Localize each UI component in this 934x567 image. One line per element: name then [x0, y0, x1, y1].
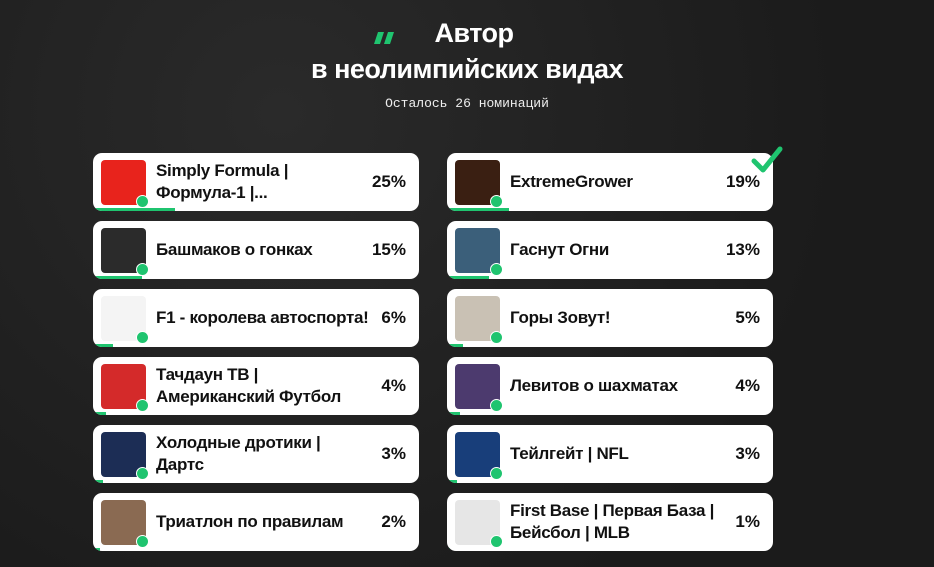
nominee-percent: 4% — [735, 376, 760, 395]
nominee-percent: 6% — [381, 308, 406, 327]
title: Автор — [434, 18, 514, 48]
nominee-card[interactable]: Тейлгейт | NFL 3% — [447, 425, 773, 483]
nominee-percent: 15% — [371, 240, 406, 259]
link-badge — [490, 467, 503, 480]
nominee-card[interactable]: Башмаков о гонках 15% — [93, 221, 419, 279]
selected-check — [751, 146, 783, 173]
link-badge — [136, 195, 149, 208]
link-badge — [490, 331, 503, 344]
progress-bar — [447, 480, 457, 483]
link-badge — [136, 399, 149, 412]
nominee-percent: 25% — [371, 172, 406, 191]
nominee-name: Тейлгейт | NFL — [510, 444, 629, 463]
nominee-name: Холодные дротики | Дартс — [156, 433, 321, 474]
link-badge — [490, 399, 503, 412]
nominee-card[interactable]: Simply Formula | Формула-1 |... 25% — [93, 153, 419, 211]
progress-bar — [93, 412, 107, 415]
nominee-percent: 2% — [381, 512, 406, 531]
title: в неолимпийских видах — [311, 54, 623, 84]
nominee-percent: 5% — [735, 308, 760, 327]
nominee-name: ExtremeGrower — [510, 172, 633, 191]
nominee-card[interactable]: F1 - королева автоспорта! 6% — [93, 289, 419, 347]
nominee-name: Тачдаун ТВ | Американский Футбол — [156, 365, 342, 406]
progress-bar — [447, 548, 451, 551]
link-badge — [136, 331, 149, 344]
progress-bar — [93, 344, 113, 347]
subtitle: Осталось 26 номинаций — [385, 96, 549, 111]
nominee-name: Триатлон по правилам — [156, 512, 344, 531]
progress-bar — [93, 208, 175, 211]
link-badge — [490, 535, 503, 548]
link-badge — [136, 467, 149, 480]
nominee-name: F1 - королева автоспорта! — [156, 308, 369, 327]
nominee-card[interactable]: Гаснут Огни 13% — [447, 221, 773, 279]
progress-bar — [93, 276, 142, 279]
progress-bar — [447, 276, 490, 279]
progress-bar — [93, 548, 100, 551]
progress-bar — [447, 208, 509, 211]
nominee-percent: 4% — [381, 376, 406, 395]
nominee-percent: 3% — [381, 444, 406, 463]
link-badge — [136, 535, 149, 548]
nominee-card[interactable]: Тачдаун ТВ | Американский Футбол 4% — [93, 357, 419, 415]
link-badge — [490, 263, 503, 276]
nominee-card[interactable]: Холодные дротики | Дартс 3% — [93, 425, 419, 483]
logo — [374, 32, 394, 44]
nominee-card[interactable]: Триатлон по правилам 2% — [93, 493, 419, 551]
nominee-name: First Base | Первая База | Бейсбол | MLB — [510, 501, 715, 542]
link-badge — [490, 195, 503, 208]
nominee-card[interactable]: Горы Зовут! 5% — [447, 289, 773, 347]
nominee-percent: 3% — [735, 444, 760, 463]
nominee-percent: 19% — [725, 172, 760, 191]
progress-bar — [447, 344, 464, 347]
nominee-percent: 1% — [735, 512, 760, 531]
nominee-card[interactable]: ExtremeGrower 19% — [447, 153, 773, 211]
nominee-card[interactable]: First Base | Первая База | Бейсбол | MLB… — [447, 493, 773, 551]
nominee-card[interactable]: Левитов о шахматах 4% — [447, 357, 773, 415]
progress-bar — [93, 480, 103, 483]
link-badge — [136, 263, 149, 276]
nominee-percent: 13% — [725, 240, 760, 259]
nominee-name: Горы Зовут! — [510, 308, 611, 327]
nominee-name: Левитов о шахматах — [510, 376, 678, 395]
nominee-name: Simply Formula | Формула-1 |... — [156, 161, 289, 202]
nominee-name: Гаснут Огни — [510, 240, 610, 259]
nominee-name: Башмаков о гонках — [156, 240, 313, 259]
progress-bar — [447, 412, 461, 415]
